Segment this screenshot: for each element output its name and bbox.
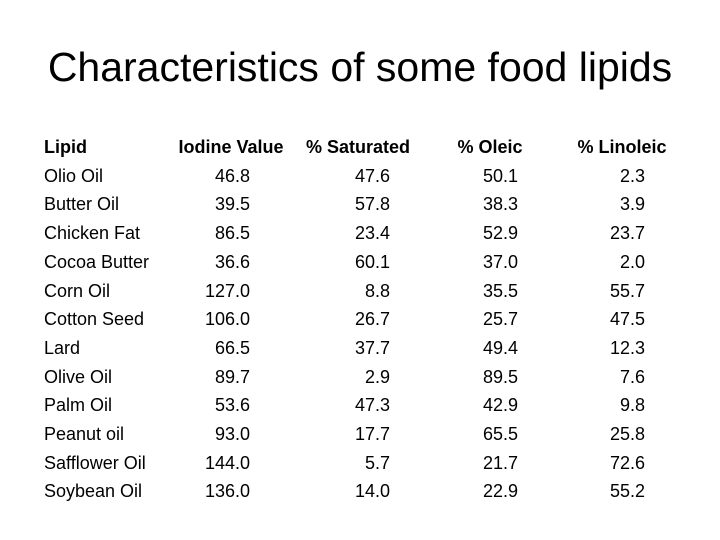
value-cell: 52.9 <box>482 223 518 244</box>
value-cell: 47.5 <box>609 309 645 330</box>
table-row: Peanut oil 93.0 17.7 65.5 25.8 <box>44 420 688 449</box>
lipid-name-cell: Butter Oil <box>44 194 120 215</box>
value-cell: 37.7 <box>354 337 390 358</box>
table-body: Olio Oil 46.8 47.6 50.1 2.3 Butter Oil 39.5 57.… <box>44 162 688 506</box>
lipid-name-cell: Lard <box>44 337 81 358</box>
value-cell: 3.9 <box>619 194 645 215</box>
value-cell: 21.7 <box>482 452 518 473</box>
value-cell: 55.7 <box>609 280 645 301</box>
table-header-row: Lipid Iodine Value % Saturated % Oleic % Lin… <box>44 133 688 162</box>
value-cell: 60.1 <box>354 251 390 272</box>
value-cell: 86.5 <box>214 223 250 244</box>
value-cell: 23.4 <box>354 223 390 244</box>
table-row: Corn Oil 127.0 8.8 35.5 55.7 <box>44 277 688 306</box>
value-cell: 2.9 <box>364 366 390 387</box>
value-cell: 7.6 <box>619 366 645 387</box>
lipid-name-cell: Chicken Fat <box>44 223 141 244</box>
column-header: % Linoleic <box>577 137 667 157</box>
lipid-name-cell: Palm Oil <box>44 395 113 416</box>
lipid-name-cell: Corn Oil <box>44 280 111 301</box>
value-cell: 66.5 <box>214 337 250 358</box>
table-row: Soybean Oil 136.0 14.0 22.9 55.2 <box>44 477 688 506</box>
lipid-name-cell: Olive Oil <box>44 366 113 387</box>
value-cell: 144.0 <box>204 452 250 473</box>
value-cell: 25.8 <box>609 424 645 445</box>
value-cell: 9.8 <box>619 395 645 416</box>
value-cell: 5.7 <box>364 452 390 473</box>
table-row: Cotton Seed 106.0 26.7 25.7 47.5 <box>44 305 688 334</box>
slide-title: Characteristics of some food lipids <box>47 44 673 90</box>
table-row: Olive Oil 89.7 2.9 89.5 7.6 <box>44 363 688 392</box>
column-header: % Oleic <box>457 137 523 157</box>
column-header: Lipid <box>44 137 87 157</box>
value-cell: 22.9 <box>482 481 518 502</box>
value-cell: 12.3 <box>609 337 645 358</box>
lipid-name-cell: Safflower Oil <box>44 452 146 473</box>
lipid-name-cell: Olio Oil <box>44 165 104 186</box>
table-row: Lipid Iodine Value % Saturated % Oleic % Lin… <box>44 133 688 162</box>
value-cell: 53.6 <box>214 395 250 416</box>
value-cell: 26.7 <box>354 309 390 330</box>
value-cell: 47.6 <box>354 165 390 186</box>
value-cell: 2.3 <box>619 165 645 186</box>
value-cell: 23.7 <box>609 223 645 244</box>
value-cell: 8.8 <box>364 280 390 301</box>
value-cell: 89.7 <box>214 366 250 387</box>
value-cell: 65.5 <box>482 424 518 445</box>
value-cell: 55.2 <box>609 481 645 502</box>
value-cell: 47.3 <box>354 395 390 416</box>
value-cell: 57.8 <box>354 194 390 215</box>
value-cell: 17.7 <box>354 424 390 445</box>
value-cell: 72.6 <box>609 452 645 473</box>
value-cell: 14.0 <box>354 481 390 502</box>
value-cell: 35.5 <box>482 280 518 301</box>
value-cell: 25.7 <box>482 309 518 330</box>
lipid-name-cell: Cocoa Butter <box>44 251 150 272</box>
table-row: Safflower Oil 144.0 5.7 21.7 72.6 <box>44 449 688 478</box>
lipid-name-cell: Soybean Oil <box>44 481 143 502</box>
table-row: Palm Oil 53.6 47.3 42.9 9.8 <box>44 391 688 420</box>
value-cell: 39.5 <box>214 194 250 215</box>
value-cell: 89.5 <box>482 366 518 387</box>
column-header: Iodine Value <box>178 137 284 157</box>
value-cell: 50.1 <box>482 165 518 186</box>
value-cell: 2.0 <box>619 251 645 272</box>
table-row: Lard 66.5 37.7 49.4 12.3 <box>44 334 688 363</box>
value-cell: 106.0 <box>204 309 250 330</box>
value-cell: 136.0 <box>204 481 250 502</box>
value-cell: 46.8 <box>214 165 250 186</box>
value-cell: 49.4 <box>482 337 518 358</box>
value-cell: 42.9 <box>482 395 518 416</box>
value-cell: 36.6 <box>214 251 250 272</box>
lipid-name-cell: Cotton Seed <box>44 309 145 330</box>
value-cell: 127.0 <box>204 280 250 301</box>
value-cell: 93.0 <box>214 424 250 445</box>
table-row: Butter Oil 39.5 57.8 38.3 3.9 <box>44 190 688 219</box>
table-row: Chicken Fat 86.5 23.4 52.9 23.7 <box>44 219 688 248</box>
value-cell: 38.3 <box>482 194 518 215</box>
table-row: Cocoa Butter 36.6 60.1 37.0 2.0 <box>44 248 688 277</box>
table-row: Olio Oil 46.8 47.6 50.1 2.3 <box>44 162 688 191</box>
column-header: % Saturated <box>305 137 411 157</box>
lipid-name-cell: Peanut oil <box>44 424 125 445</box>
lipids-table: Lipid Iodine Value % Saturated % Oleic % Lin… <box>44 133 688 506</box>
value-cell: 37.0 <box>482 251 518 272</box>
